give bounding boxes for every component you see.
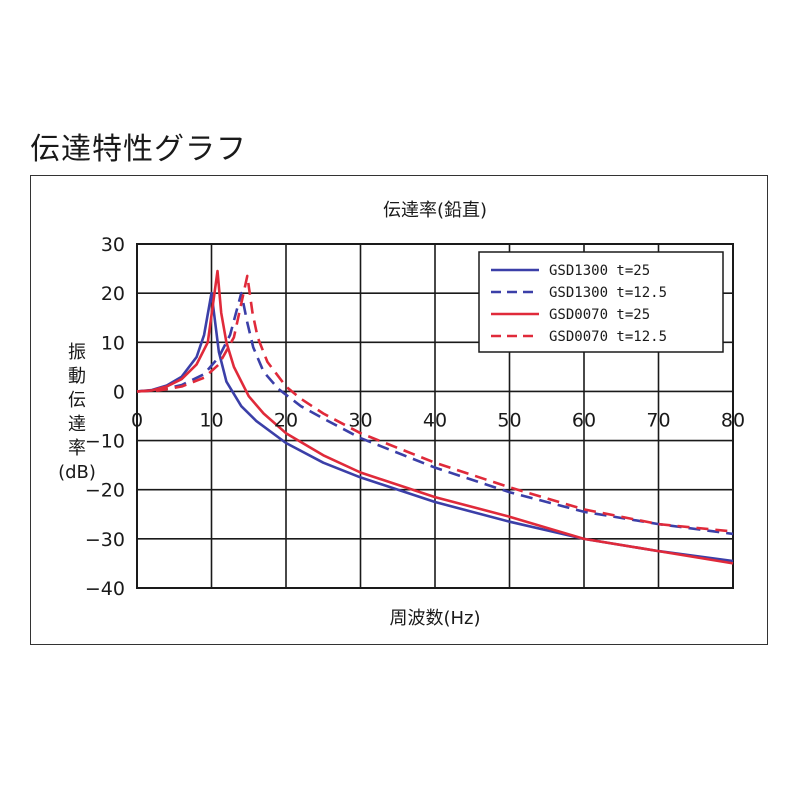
x-tick-label: 20 <box>274 409 298 431</box>
x-tick-label: 10 <box>199 409 223 431</box>
y-tick-label: −20 <box>85 480 125 502</box>
series-layer <box>136 269 734 565</box>
x-axis-label: 周波数(Hz) <box>389 608 480 629</box>
x-tick-label: 0 <box>131 409 143 431</box>
y-axis-label-part: 動 <box>68 366 86 387</box>
tick-layer: 0 10 20 30 40 50 60 70 80 30 20 10 0 −10 −20 −30 −40 <box>85 234 745 600</box>
x-tick-label: 40 <box>423 409 447 431</box>
y-tick-label: 0 <box>113 381 125 403</box>
transmissibility-chart: 伝達率(鉛直) 0 10 20 30 40 50 60 70 80 30 20 10 0 −10 −20 −3… <box>58 200 745 629</box>
y-axis-label-part: 率 <box>68 438 86 459</box>
y-tick-label: −30 <box>85 529 125 551</box>
legend-entry: GSD0070 t=25 <box>549 307 650 323</box>
x-tick-label: 70 <box>646 409 670 431</box>
y-axis-label-part: 達 <box>68 414 86 435</box>
y-tick-label: 10 <box>101 332 125 354</box>
x-tick-label: 30 <box>348 409 372 431</box>
y-axis-label-part: 伝 <box>68 390 86 411</box>
legend-entry: GSD1300 t=25 <box>549 263 650 279</box>
series-line <box>136 291 734 563</box>
y-axis-label-part: 振 <box>68 342 86 363</box>
legend-box <box>478 251 724 353</box>
page-heading: 伝達特性グラフ <box>30 132 247 167</box>
series-line <box>136 274 734 533</box>
x-tick-label: 50 <box>497 409 521 431</box>
y-tick-label: −40 <box>85 578 125 600</box>
series-line <box>136 291 734 536</box>
chart-frame: 伝達率(鉛直) 0 10 20 30 40 50 60 70 80 30 20 10 0 −10 −20 −3… <box>30 175 768 645</box>
y-axis-label-part: (dB) <box>58 462 96 483</box>
y-tick-label: 30 <box>101 234 125 256</box>
chart-title: 伝達率(鉛直) <box>383 200 487 221</box>
y-tick-label: −10 <box>85 431 125 453</box>
x-tick-label: 80 <box>721 409 745 431</box>
y-tick-label: 20 <box>101 283 125 305</box>
legend-entry: GSD0070 t=12.5 <box>549 329 667 345</box>
legend: GSD1300 t=25 GSD1300 t=12.5 GSD0070 t=25 GS… <box>478 251 724 353</box>
x-tick-label: 60 <box>572 409 596 431</box>
series-line <box>136 269 734 565</box>
legend-entry: GSD1300 t=12.5 <box>549 285 667 301</box>
